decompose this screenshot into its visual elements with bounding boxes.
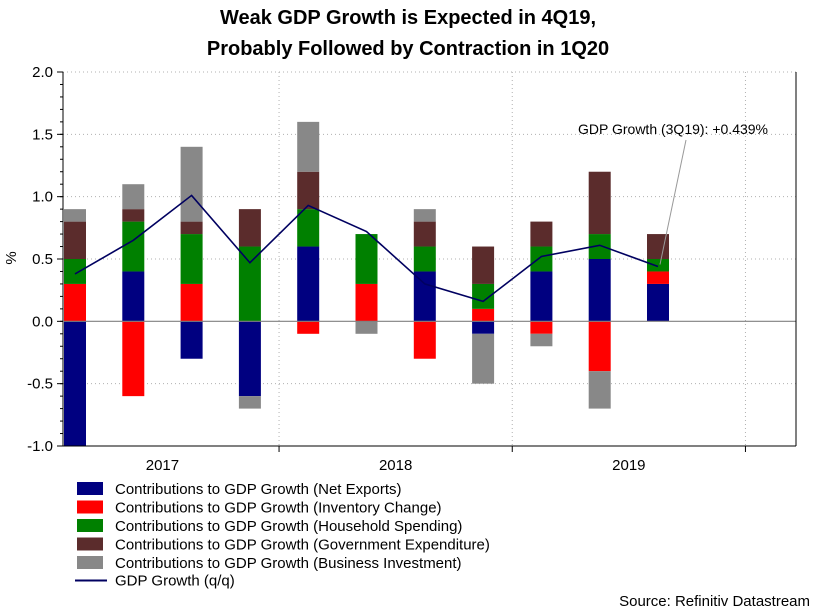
- bar-segment: [355, 234, 378, 284]
- legend: Contributions to GDP Growth (Net Exports…: [75, 481, 490, 590]
- bar-segment: [297, 171, 320, 210]
- bar-segment: [647, 271, 669, 284]
- bar-segment: [530, 246, 553, 272]
- bar-segment: [647, 259, 669, 272]
- x-tick-label: 2018: [379, 457, 412, 474]
- chart-title-line-1: Weak GDP Growth is Expected in 4Q19,: [220, 7, 596, 29]
- bar-segment: [122, 221, 145, 272]
- bar-segment: [472, 333, 495, 384]
- legend-label: GDP Growth (q/q): [115, 573, 235, 590]
- bar-segment: [64, 221, 86, 259]
- legend-swatch: [77, 519, 103, 532]
- y-tick-label: 1.5: [32, 126, 53, 143]
- bar-segment: [180, 234, 203, 284]
- x-tick-label: 2017: [146, 457, 179, 474]
- bar-segment: [647, 234, 669, 259]
- bar-segment: [530, 321, 553, 334]
- annotation-pointer: [659, 139, 687, 265]
- bar-segment: [530, 271, 553, 322]
- bar-segment: [413, 271, 436, 322]
- legend-swatch: [77, 556, 103, 569]
- bar-segment: [297, 121, 320, 172]
- bar-segment: [180, 283, 203, 322]
- bar-segment: [122, 321, 145, 397]
- bar-segment: [588, 234, 611, 259]
- source-label: Source: Refinitiv Datastream: [619, 593, 810, 610]
- bar-segment: [647, 283, 669, 322]
- bar-segment: [238, 209, 261, 247]
- y-tick-label: 0.5: [32, 251, 53, 268]
- bar-segment: [122, 184, 145, 210]
- bar-segment: [180, 146, 203, 222]
- y-tick-label: 1.0: [32, 189, 53, 206]
- bar-segment: [588, 371, 611, 409]
- legend-label: Contributions to GDP Growth (Household S…: [115, 518, 462, 535]
- y-tick-label: -1.0: [27, 438, 53, 455]
- gdp-line: [74, 194, 659, 303]
- bar-segment: [355, 283, 378, 322]
- legend-swatch: [77, 500, 103, 514]
- bar-segment: [297, 321, 320, 334]
- bar-segment: [297, 209, 320, 247]
- bar-segment: [122, 271, 145, 322]
- gdp-growth-line: [74, 194, 659, 303]
- legend-label: Contributions to GDP Growth (Inventory C…: [115, 500, 442, 517]
- bar-segment: [64, 283, 86, 322]
- legend-swatch: [77, 537, 103, 551]
- y-tick-label: 2.0: [32, 64, 53, 81]
- bar-segment: [588, 259, 611, 322]
- annotation: GDP Growth (3Q19): +0.439%: [578, 121, 768, 265]
- bar-segment: [238, 321, 261, 397]
- bar-segment: [588, 171, 611, 235]
- y-tick-label: -0.5: [27, 376, 53, 393]
- bar-segment: [413, 246, 436, 272]
- bar-segment: [238, 396, 261, 409]
- bar-segment: [413, 221, 436, 247]
- y-axis-label: %: [3, 251, 20, 264]
- bar-segment: [588, 321, 611, 372]
- x-tick-label: 2019: [612, 457, 645, 474]
- legend-label: Contributions to GDP Growth (Net Exports…: [115, 481, 402, 498]
- y-tick-label: 0.0: [32, 313, 53, 330]
- bar-segment: [413, 209, 436, 222]
- bar-segment: [64, 209, 86, 222]
- bar-segment: [64, 259, 86, 284]
- annotation-text: GDP Growth (3Q19): +0.439%: [578, 121, 768, 137]
- bar-segment: [472, 246, 495, 284]
- bar-segment: [297, 246, 320, 322]
- bar-segment: [180, 321, 203, 359]
- bar-segment: [472, 308, 495, 322]
- bar-segment: [530, 221, 553, 247]
- bar-segment: [472, 321, 495, 334]
- bar-segment: [122, 209, 145, 222]
- axes: -1.0 -0.5 0.0 0.5 1.0 1.5 2.0 2017 2018 2019: [27, 64, 797, 474]
- legend-swatch: [77, 482, 103, 495]
- bar-segment: [530, 333, 553, 347]
- bar-segment: [472, 283, 495, 309]
- bar-segment: [413, 321, 436, 359]
- chart-title-line-2: Probably Followed by Contraction in 1Q20: [207, 38, 609, 60]
- bars: [64, 121, 669, 446]
- bar-segment: [355, 321, 378, 334]
- bar-segment: [238, 246, 261, 322]
- legend-label: Contributions to GDP Growth (Business In…: [115, 555, 462, 572]
- bar-segment: [64, 321, 86, 446]
- bar-segment: [180, 221, 203, 235]
- legend-label: Contributions to GDP Growth (Government …: [115, 537, 490, 554]
